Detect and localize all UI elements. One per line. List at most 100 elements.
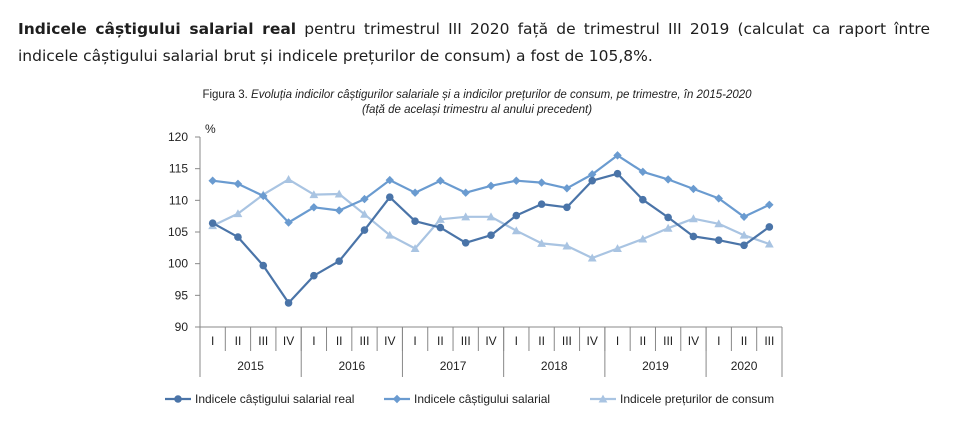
data-point-series-3	[739, 230, 749, 239]
data-point-series-3	[689, 214, 698, 223]
figure-subtitle: (față de același trimestru al anului pre…	[0, 104, 954, 116]
data-point-series-1	[487, 231, 495, 239]
data-point-series-1	[613, 169, 622, 178]
data-point-series-3	[410, 244, 420, 252]
data-point-series-1	[234, 233, 242, 241]
figure-subtitle-text: (față de același trimestru al anului pre…	[361, 104, 593, 116]
data-point-series-2	[562, 184, 572, 193]
year-label: 2016	[338, 359, 365, 373]
data-point-series-3	[663, 223, 673, 232]
data-point-series-2	[714, 194, 723, 203]
year-label: 2020	[731, 359, 758, 373]
quarter-label: IV	[688, 334, 699, 348]
quarter-label: III	[562, 334, 572, 348]
data-point-series-1	[411, 217, 419, 226]
y-tick-label: 100	[168, 257, 188, 271]
data-point-series-2	[259, 191, 268, 201]
quarter-label: IV	[587, 334, 598, 348]
y-tick-label: 120	[168, 130, 188, 144]
data-point-series-2	[486, 181, 496, 190]
data-point-series-1	[714, 236, 723, 245]
data-point-series-3	[638, 234, 648, 243]
figure-title: Figura 3. Evoluția indicilor câștigurilo…	[0, 89, 954, 101]
quarter-label: II	[741, 334, 748, 348]
legend-label: Indicele câștigului salarial	[414, 392, 550, 406]
data-point-series-1	[284, 299, 293, 307]
data-point-series-2	[410, 188, 420, 197]
quarter-label: II	[235, 334, 242, 348]
legend-label: Indicele prețurilor de consum	[620, 392, 774, 406]
intro-paragraph: Indicele câștigului salarial real pentru…	[18, 16, 930, 70]
figure-label: Figura 3.	[202, 89, 248, 101]
y-tick-label: 105	[168, 225, 188, 239]
data-point-series-2	[334, 206, 344, 215]
data-point-series-2	[284, 218, 293, 227]
data-point-series-3	[435, 214, 445, 223]
quarter-label: II	[437, 334, 444, 348]
data-point-series-2	[613, 151, 622, 160]
year-label: 2017	[440, 359, 467, 373]
data-point-series-1	[310, 271, 318, 280]
data-point-series-2	[588, 170, 597, 179]
data-point-series-3	[284, 175, 293, 183]
data-point-series-3	[233, 209, 243, 218]
quarter-label: III	[359, 334, 369, 348]
data-point-series-1	[259, 261, 268, 270]
year-label: 2019	[642, 359, 669, 373]
year-label: 2015	[237, 359, 264, 373]
data-point-series-2	[385, 175, 394, 185]
quarter-label: I	[413, 334, 416, 348]
data-point-series-3	[360, 209, 369, 218]
data-point-series-2	[765, 200, 774, 209]
quarter-label: III	[764, 334, 774, 348]
data-point-series-1	[740, 241, 748, 250]
data-point-series-1	[385, 193, 394, 201]
data-point-series-2	[739, 212, 749, 221]
intro-bold-lead: Indicele câștigului salarial real	[18, 20, 297, 38]
data-point-series-3	[309, 190, 319, 199]
data-point-series-1	[512, 211, 521, 220]
data-point-series-3	[486, 212, 496, 221]
quarter-label: I	[211, 334, 214, 348]
data-point-series-2	[512, 176, 521, 185]
legend-label: Indicele câștigului salarial real	[195, 392, 354, 406]
data-point-series-1	[664, 213, 672, 222]
quarter-label: II	[639, 334, 646, 348]
quarter-label: III	[258, 334, 268, 348]
data-point-series-2	[309, 203, 319, 212]
quarter-label: IV	[485, 334, 496, 348]
data-point-series-3	[562, 241, 572, 250]
data-point-series-2	[663, 175, 673, 184]
data-point-series-3	[461, 212, 471, 221]
y-tick-label: 95	[175, 288, 189, 302]
legend-marker	[174, 395, 182, 403]
figure-title-text: Evoluția indicilor câștigurilor salarial…	[251, 89, 752, 101]
data-point-series-1	[537, 200, 546, 208]
data-point-series-2	[208, 176, 217, 185]
y-tick-label: 90	[175, 320, 189, 334]
data-point-series-3	[587, 253, 597, 262]
intro-text: pentru trimestrul III 2020 față de trime…	[18, 20, 930, 65]
data-point-series-1	[563, 203, 571, 212]
data-point-series-2	[436, 176, 445, 185]
data-point-series-1	[639, 195, 647, 204]
quarter-label: II	[336, 334, 343, 348]
quarter-label: I	[312, 334, 315, 348]
quarter-label: I	[616, 334, 619, 348]
quarter-label: IV	[384, 334, 395, 348]
quarter-label: III	[461, 334, 471, 348]
data-point-series-3	[385, 230, 395, 239]
data-point-series-3	[764, 239, 774, 248]
data-point-series-2	[233, 179, 243, 189]
data-point-series-1	[335, 257, 343, 265]
data-point-series-1	[360, 226, 369, 234]
quarter-label: IV	[283, 334, 294, 348]
data-point-series-1	[208, 219, 217, 227]
data-point-series-3	[714, 219, 724, 228]
legend-marker	[392, 394, 402, 404]
data-point-series-3	[334, 189, 344, 198]
quarter-label: II	[538, 334, 545, 348]
legend-marker	[598, 394, 608, 403]
y-tick-label: 110	[169, 193, 188, 207]
